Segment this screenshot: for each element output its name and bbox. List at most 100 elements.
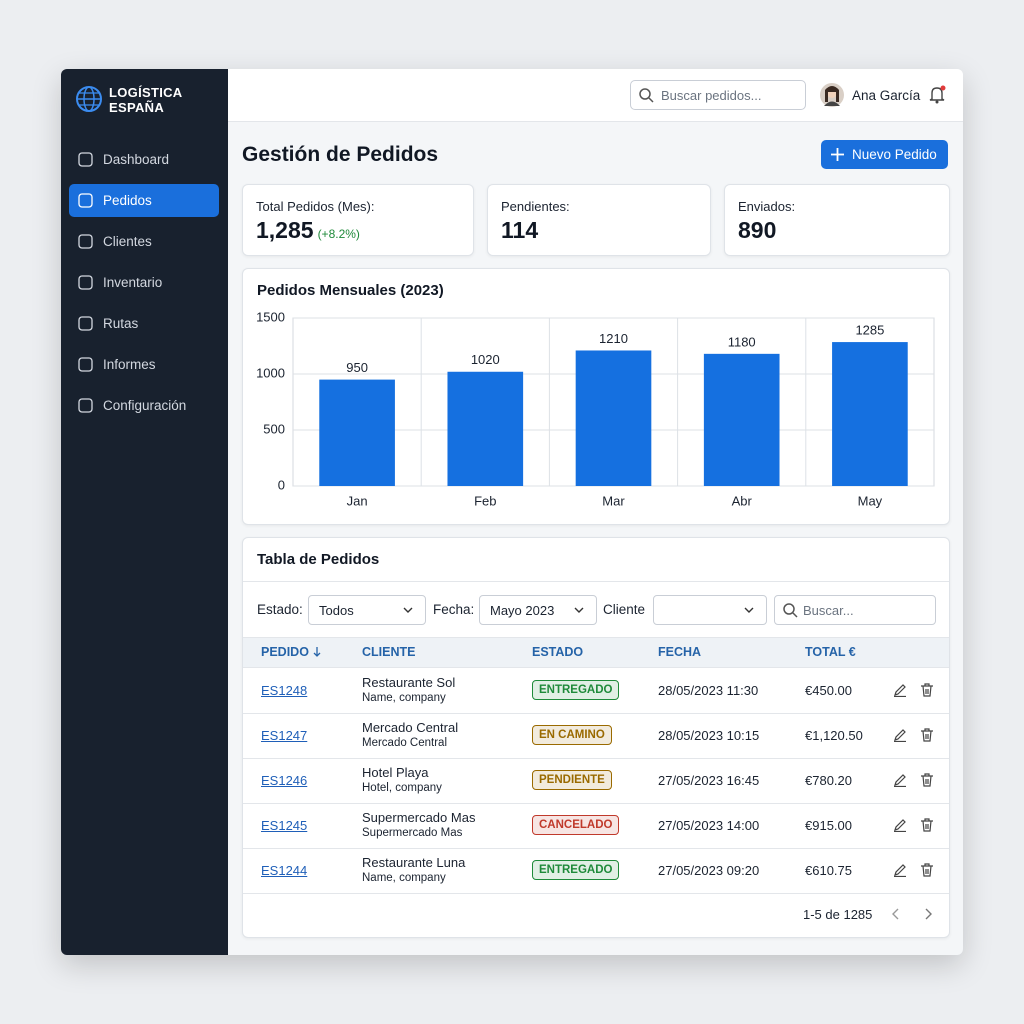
chevron (574, 607, 584, 613)
icon-shape (894, 819, 906, 832)
new-order-button[interactable]: Nuevo Pedido (821, 140, 948, 169)
nav-label: Configuración (103, 398, 187, 413)
bar[interactable] (575, 350, 652, 486)
topbar: Buscar pedidos... Ana García (228, 69, 963, 122)
stat-card: Total Pedidos (Mes): 1,285 (+8.2%) (242, 184, 474, 256)
order-total: €1,120.50 (805, 728, 863, 743)
nav-label: Rutas (103, 316, 139, 331)
y-tick-label: 0 (278, 477, 285, 492)
bar-chart: Pedidos Mensuales (2023) 0 500 1000 1500 Jan… (256, 282, 935, 508)
value-label: 1285 (855, 323, 884, 338)
delete-icon[interactable] (920, 728, 934, 742)
client-name: Mercado Central (362, 720, 459, 735)
nav-item[interactable]: Informes (69, 348, 219, 381)
y-tick-label: 1000 (256, 365, 285, 380)
icon-shape (78, 357, 93, 372)
nav-icon (78, 193, 93, 208)
column-header: ESTADO (532, 645, 584, 659)
sidebar: LOGÍSTICA ESPAÑA Dashboard Pedidos Cliente… (61, 69, 228, 955)
button-label: Nuevo Pedido (852, 147, 937, 162)
nav-item[interactable]: Pedidos (69, 184, 219, 217)
brand-line: LOGÍSTICA (109, 85, 183, 100)
x-tick-label: Feb (474, 493, 496, 508)
edit-icon[interactable] (893, 683, 907, 697)
status-badge: ENTREGADO (532, 860, 620, 880)
next-page[interactable] (923, 908, 933, 920)
edit-icon[interactable] (893, 773, 907, 787)
nav-item[interactable]: Rutas (69, 307, 219, 340)
search-box[interactable]: Buscar pedidos... (630, 80, 806, 110)
fecha-select[interactable]: Mayo 2023 (479, 595, 597, 625)
icon-shape (894, 729, 906, 742)
filter-label: Cliente (603, 602, 646, 617)
nav-item[interactable]: Clientes (69, 225, 219, 258)
select-value: Todos (319, 603, 354, 618)
order-link[interactable]: ES1244 (261, 863, 308, 878)
chart-title: Pedidos Mensuales (2023) (257, 282, 444, 299)
order-link[interactable]: ES1248 (261, 683, 308, 698)
client-sub: Supermercado Mas (362, 827, 463, 839)
order-link[interactable]: ES1245 (261, 818, 308, 833)
nav-item[interactable]: Inventario (69, 266, 219, 299)
filter-label: Fecha: (433, 602, 475, 617)
bar[interactable] (703, 353, 780, 486)
table-row: ES1245 Supermercado Mas Supermercado Mas CA… (243, 803, 949, 849)
bar[interactable] (832, 342, 908, 486)
app-window: LOGÍSTICA ESPAÑA Dashboard Pedidos Cliente… (61, 69, 963, 955)
stat-number: 114 (501, 217, 539, 243)
icon-shape (921, 863, 933, 877)
prev-page[interactable] (891, 908, 901, 920)
column-header: TOTAL € (805, 645, 856, 659)
bar[interactable] (319, 379, 395, 486)
nav-icon (78, 357, 93, 372)
nav-label: Pedidos (103, 193, 152, 208)
cliente-select[interactable] (653, 595, 767, 625)
status-badge: CANCELADO (532, 815, 620, 835)
chevron (403, 607, 413, 613)
client-name: Supermercado Mas (362, 810, 476, 825)
y-tick-label: 1500 (256, 309, 285, 324)
stat-value: 890 (738, 217, 776, 244)
icon-shape (921, 773, 933, 787)
orders-table-card: Tabla de Pedidos Estado: Todos Fecha: Ma… (242, 537, 950, 938)
x-tick-label: May (858, 493, 883, 508)
brand-logo (76, 86, 102, 112)
delete-icon[interactable] (920, 863, 934, 877)
edit-icon[interactable] (893, 818, 907, 832)
order-date: 27/05/2023 16:45 (658, 773, 760, 788)
value-label: 1020 (471, 352, 500, 367)
user-avatar[interactable] (819, 82, 845, 108)
nav-item[interactable]: Dashboard (69, 143, 219, 176)
icon-shape (78, 193, 93, 208)
table-row: ES1246 Hotel Playa Hotel, company PENDIENTE… (243, 758, 949, 804)
y-tick-label: 500 (263, 421, 285, 436)
table-row: ES1244 Restaurante Luna Name, company ENTRE… (243, 848, 949, 894)
notifications-icon[interactable] (929, 85, 947, 105)
plus-icon (831, 148, 844, 161)
x-tick-label: Jan (347, 493, 368, 508)
estado-select[interactable]: Todos (308, 595, 426, 625)
sort-icon[interactable] (312, 646, 322, 658)
table-search[interactable]: Buscar... (774, 595, 936, 625)
order-link[interactable]: ES1247 (261, 728, 308, 743)
bar[interactable] (447, 371, 524, 486)
column-header[interactable]: PEDIDO (261, 645, 309, 659)
client-name: Restaurante Sol (362, 675, 456, 690)
stat-card: Enviados: 890 (724, 184, 950, 256)
table-header (243, 637, 949, 668)
edit-icon[interactable] (893, 728, 907, 742)
icon-shape (921, 728, 933, 742)
delete-icon[interactable] (920, 818, 934, 832)
nav-item[interactable]: Configuración (69, 389, 219, 422)
order-link[interactable]: ES1246 (261, 773, 308, 788)
nav-icon (78, 234, 93, 249)
brand-line: ESPAÑA (109, 100, 165, 115)
delete-icon[interactable] (920, 683, 934, 697)
edit-icon[interactable] (893, 863, 907, 877)
delete-icon[interactable] (920, 773, 934, 787)
pagination-info: 1-5 de 1285 (803, 907, 873, 922)
user-name[interactable]: Ana García (852, 88, 921, 103)
order-total: €915.00 (805, 818, 852, 833)
nav-label: Inventario (103, 275, 163, 290)
